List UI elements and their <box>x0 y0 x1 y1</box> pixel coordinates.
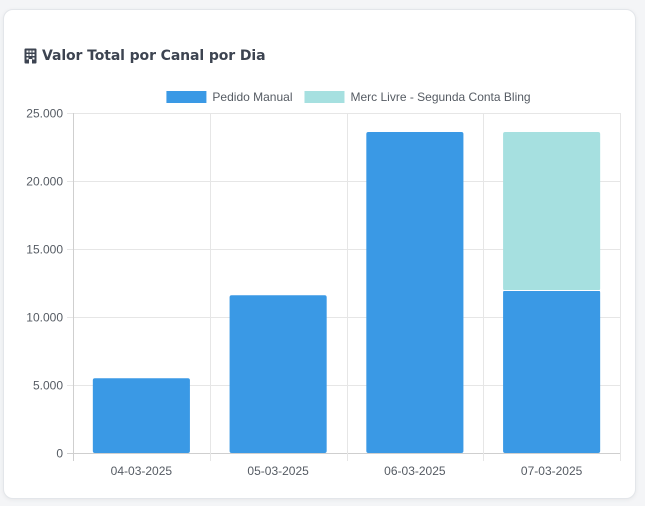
bar-merc-livre-07-03-2025[interactable] <box>503 132 601 291</box>
x-axis: 04-03-2025 05-03-2025 06-03-2025 07-03-2025 <box>111 464 583 478</box>
card-header: Valor Total por Canal por Dia <box>24 46 266 66</box>
bar-pedido-manual-07-03-2025[interactable] <box>503 290 601 453</box>
card-title: Valor Total por Canal por Dia <box>42 48 266 64</box>
y-axis: 0 5.000 10.000 15.000 20.000 25.000 <box>26 107 63 461</box>
x-tick-label: 06-03-2025 <box>384 464 446 478</box>
y-tick-label: 15.000 <box>26 243 63 257</box>
x-tick-label: 07-03-2025 <box>521 464 583 478</box>
bar-pedido-manual-04-03-2025[interactable] <box>92 378 190 453</box>
legend-label-pedido-manual[interactable]: Pedido Manual <box>212 90 292 104</box>
y-tick-label: 20.000 <box>26 175 63 189</box>
y-tick-label: 25.000 <box>26 107 63 121</box>
legend-swatch-pedido-manual[interactable] <box>166 91 207 103</box>
building-icon <box>24 48 37 64</box>
bar-pedido-manual-06-03-2025[interactable] <box>366 132 464 454</box>
y-tick-label: 5.000 <box>33 379 63 393</box>
chart-legend[interactable]: Pedido Manual Merc Livre - Segunda Conta … <box>166 90 531 104</box>
legend-swatch-merc-livre[interactable] <box>304 91 345 103</box>
y-tick-label: 10.000 <box>26 311 63 325</box>
bar-pedido-manual-05-03-2025[interactable] <box>229 295 327 453</box>
x-tick-label: 04-03-2025 <box>111 464 173 478</box>
x-tick-label: 05-03-2025 <box>247 464 309 478</box>
legend-label-merc-livre[interactable]: Merc Livre - Segunda Conta Bling <box>350 90 530 104</box>
y-tick-label: 0 <box>56 447 63 461</box>
chart-bars[interactable] <box>92 132 601 454</box>
